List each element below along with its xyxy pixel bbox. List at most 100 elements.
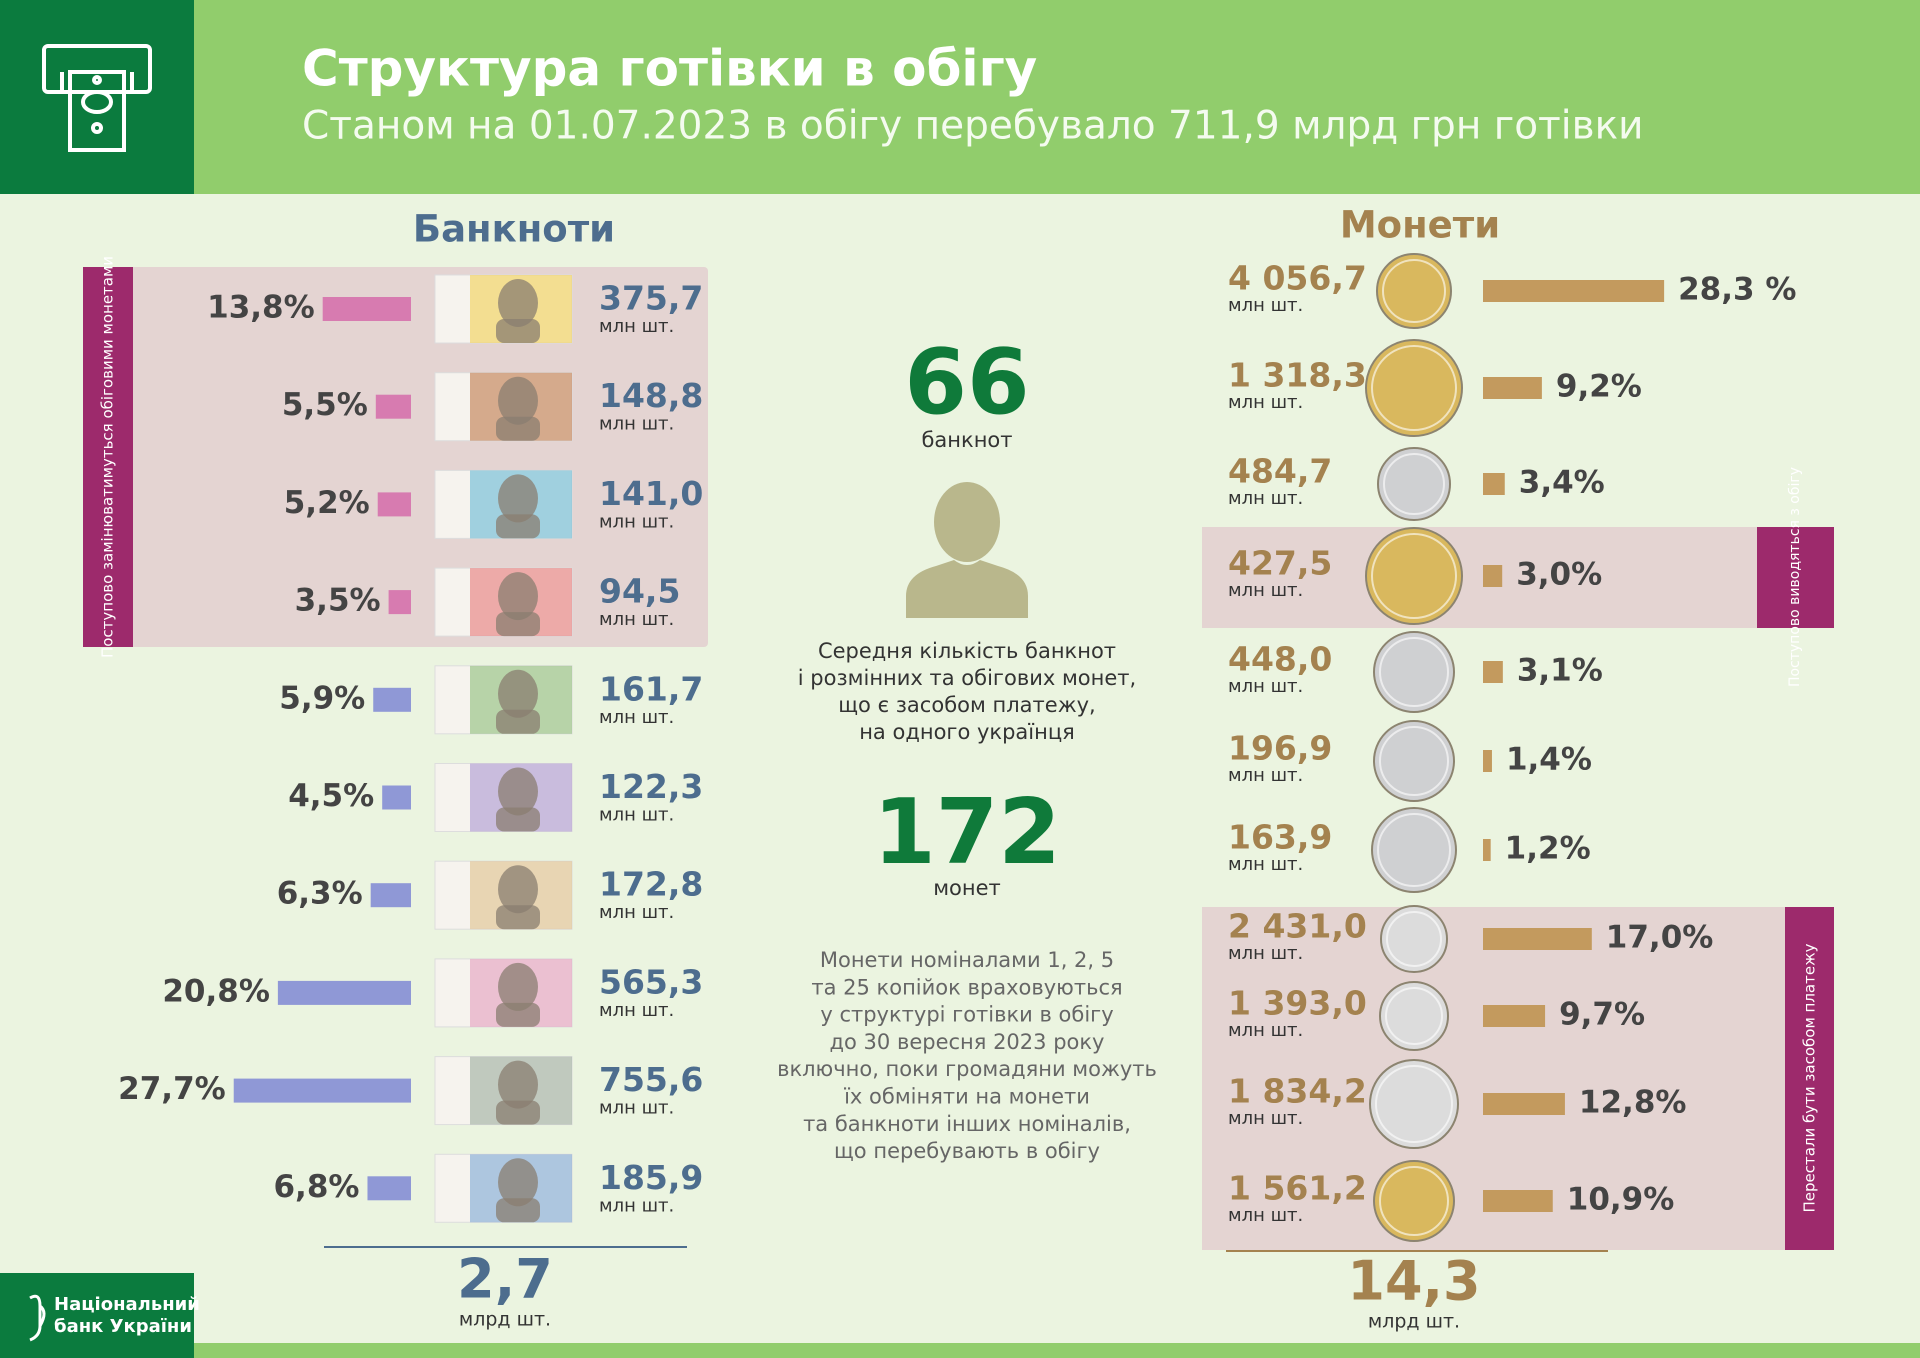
coin-image xyxy=(1365,527,1463,625)
banknote-portrait-body xyxy=(496,612,540,637)
count: 196,9 xyxy=(1228,729,1332,768)
logo-line1: Національний xyxy=(54,1294,200,1315)
share-label: 6,8% xyxy=(273,1169,359,1205)
count: 1 393,0 xyxy=(1228,984,1367,1023)
coin-image xyxy=(1376,253,1452,329)
share-label: 17,0% xyxy=(1606,920,1714,956)
coin-rim xyxy=(1385,987,1443,1045)
count: 4 056,7 xyxy=(1228,259,1367,298)
caption-line: Середня кількість банкнот xyxy=(818,639,1116,663)
coin-total: 14,3 xyxy=(1347,1250,1480,1313)
banknotes-word: банкнот xyxy=(921,428,1012,452)
share-label: 12,8% xyxy=(1579,1085,1687,1121)
share-label: 5,9% xyxy=(279,680,365,716)
note-line: що перебувають в обігу xyxy=(834,1139,1100,1163)
coin-rim xyxy=(1382,259,1446,323)
banknote-portrait xyxy=(498,1060,538,1109)
banknote-group-label: Поступово замінюватимуться обіговими мон… xyxy=(99,256,117,658)
coins-per-person: 172 xyxy=(873,780,1061,885)
count-unit: млн шт. xyxy=(1228,488,1303,509)
header-icon-box xyxy=(0,0,194,194)
subtitle: Станом на 01.07.2023 в обігу перебувало … xyxy=(302,104,1644,149)
share-bar xyxy=(1483,377,1542,399)
coin-rim xyxy=(1383,453,1445,515)
banknote-portrait-body xyxy=(496,416,540,441)
banknote-group-block xyxy=(83,267,708,647)
count-unit: млн шт. xyxy=(599,902,674,923)
share-bar xyxy=(1483,1005,1546,1027)
caption: Середня кількість банкнот і розмінних та … xyxy=(798,639,1136,744)
count-unit: млн шт. xyxy=(1228,1020,1303,1041)
coin-image xyxy=(1373,1160,1455,1242)
logo-box xyxy=(0,1273,194,1358)
share-bar xyxy=(1483,1093,1565,1115)
note-line: включно, поки громадяни можуть xyxy=(777,1057,1157,1081)
coin-rim xyxy=(1371,533,1457,619)
logo-mark xyxy=(29,1294,46,1342)
coin-image xyxy=(1377,447,1451,521)
share-label: 27,7% xyxy=(118,1071,226,1107)
count-unit: млн шт. xyxy=(599,511,674,532)
count: 163,9 xyxy=(1228,818,1332,857)
header-band xyxy=(0,0,1920,194)
note-line: Монети номіналами 1, 2, 5 xyxy=(820,948,1114,972)
count-unit: млн шт. xyxy=(599,1195,674,1216)
coin-expired-tab xyxy=(1785,907,1834,1250)
share-label: 28,3 % xyxy=(1678,272,1796,308)
share-bar xyxy=(382,785,411,810)
count: 2 431,0 xyxy=(1228,907,1367,946)
share-label: 3,0% xyxy=(1516,557,1602,593)
footer-band xyxy=(194,1343,1920,1358)
logo-line2: банк України xyxy=(54,1316,192,1337)
banknote-portrait xyxy=(498,1158,538,1207)
count: 141,0 xyxy=(599,474,703,513)
banknote-portrait-body xyxy=(496,807,540,832)
title: Структура готівки в обігу xyxy=(302,40,1037,98)
share-bar xyxy=(377,492,411,517)
coins-heading: Монети xyxy=(1340,204,1500,247)
banknote-portrait xyxy=(498,572,538,621)
share-bar xyxy=(1483,473,1505,495)
count-unit: млн шт. xyxy=(599,1098,674,1119)
count-unit: млн шт. xyxy=(599,1000,674,1021)
banknote-portrait-body xyxy=(496,1002,540,1027)
banknote-portrait xyxy=(498,962,538,1011)
count-unit: млн шт. xyxy=(1228,854,1303,875)
share-bar xyxy=(1483,565,1503,587)
share-bar xyxy=(1483,750,1492,772)
count: 755,6 xyxy=(599,1060,703,1099)
share-label: 5,2% xyxy=(284,485,370,521)
share-label: 4,5% xyxy=(288,778,374,814)
share-bar xyxy=(1483,839,1491,861)
coin-total-unit: млрд шт. xyxy=(1368,1311,1460,1333)
banknote-portrait xyxy=(498,474,538,523)
coin-rim xyxy=(1379,1166,1449,1236)
count-unit: млн шт. xyxy=(1228,580,1303,601)
count-unit: млн шт. xyxy=(599,316,674,337)
banknote-total-unit: млрд шт. xyxy=(459,1309,551,1331)
count-unit: млн шт. xyxy=(1228,1108,1303,1129)
share-label: 3,5% xyxy=(295,583,381,619)
coin-rim xyxy=(1375,1065,1453,1143)
count: 122,3 xyxy=(599,767,703,806)
count: 185,9 xyxy=(599,1158,703,1197)
count-unit: млн шт. xyxy=(1228,676,1303,697)
share-bar xyxy=(367,1176,411,1201)
count: 427,5 xyxy=(1228,544,1332,583)
share-label: 9,2% xyxy=(1556,369,1642,405)
share-label: 6,3% xyxy=(277,876,363,912)
caption-line: що є засобом платежу, xyxy=(838,693,1095,717)
banknote-portrait-body xyxy=(496,514,540,539)
share-label: 10,9% xyxy=(1567,1182,1675,1218)
count: 448,0 xyxy=(1228,640,1332,679)
caption-line: і розмінних та обігових монет, xyxy=(798,666,1136,690)
share-bar xyxy=(388,590,411,615)
share-bar xyxy=(322,297,411,321)
person-icon xyxy=(906,482,1028,618)
share-bar xyxy=(1483,928,1592,950)
cash-icon xyxy=(42,44,152,152)
coin-image xyxy=(1369,1059,1459,1149)
share-bar xyxy=(370,883,411,908)
share-bar xyxy=(373,687,411,712)
